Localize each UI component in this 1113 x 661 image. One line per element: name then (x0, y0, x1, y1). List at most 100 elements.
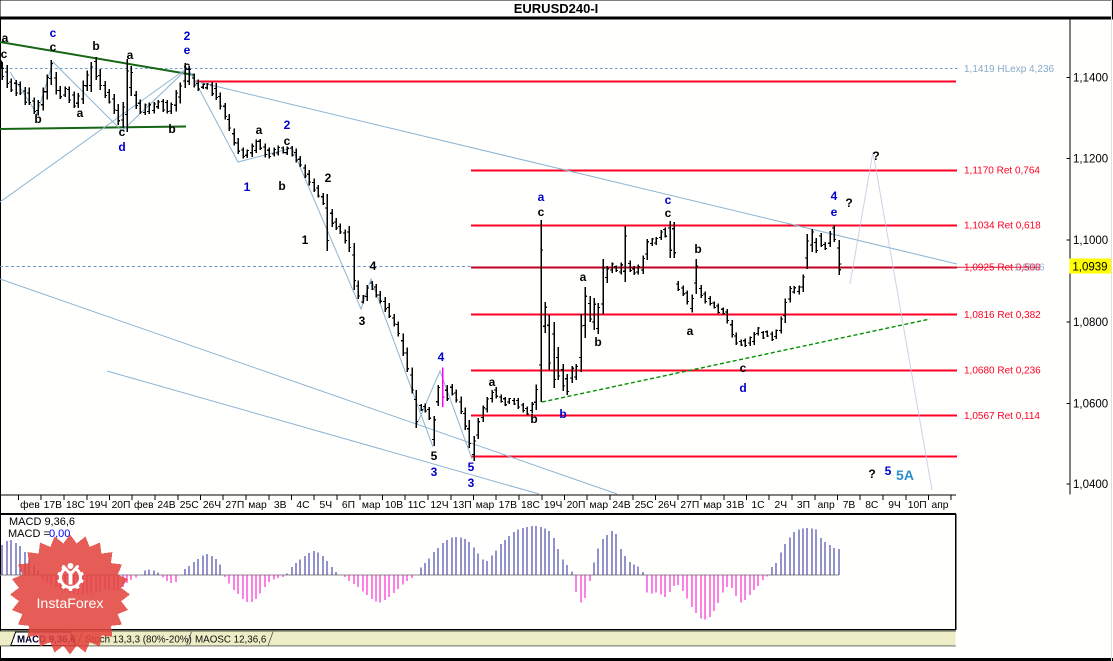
svg-text:1,0680 Ret 0,236: 1,0680 Ret 0,236 (964, 366, 1041, 377)
svg-text:1,0936: 1,0936 (1014, 263, 1045, 274)
svg-text:24В: 24В (612, 500, 630, 511)
svg-text:c: c (50, 40, 57, 54)
svg-text:5A: 5A (896, 467, 914, 483)
svg-text:мар: мар (476, 500, 495, 511)
svg-text:?: ? (872, 149, 879, 163)
svg-text:MACD =: MACD = (8, 528, 50, 540)
svg-text:1,1200: 1,1200 (1073, 154, 1108, 166)
svg-text:c: c (538, 205, 545, 219)
svg-text:a: a (127, 48, 134, 62)
svg-text:26Ч: 26Ч (658, 500, 676, 511)
svg-text:b: b (92, 39, 99, 53)
svg-text:9Ч: 9Ч (888, 500, 901, 511)
svg-text:1,0939: 1,0939 (1072, 262, 1107, 274)
svg-text:5Ч: 5Ч (320, 500, 333, 511)
svg-text:2Ч: 2Ч (775, 500, 788, 511)
svg-text:1,0600: 1,0600 (1073, 399, 1108, 411)
svg-text:InstaForex: InstaForex (36, 596, 103, 612)
svg-text:апр: апр (818, 500, 835, 511)
svg-text:12Ч: 12Ч (430, 500, 448, 511)
svg-text:1,1034 Ret 0,618: 1,1034 Ret 0,618 (964, 221, 1041, 232)
svg-text:1: 1 (0, 58, 5, 72)
svg-text:1С: 1С (751, 500, 765, 511)
svg-text:11С: 11С (408, 500, 427, 511)
svg-text:MACD 9,36,6: MACD 9,36,6 (9, 516, 75, 528)
svg-text:2: 2 (325, 171, 332, 185)
svg-text:b: b (530, 412, 537, 426)
svg-text:b: b (694, 242, 701, 256)
svg-text:4: 4 (370, 259, 377, 273)
svg-text:b: b (278, 179, 285, 193)
svg-text:b: b (559, 407, 566, 421)
svg-text:фев: фев (134, 499, 154, 511)
svg-text:27П: 27П (680, 500, 699, 511)
svg-text:2: 2 (184, 29, 191, 43)
svg-text:6П: 6П (342, 500, 355, 511)
svg-text:20П: 20П (567, 500, 586, 511)
svg-text:4С: 4С (296, 500, 310, 511)
svg-text:31В: 31В (726, 500, 744, 511)
svg-text:4: 4 (438, 350, 445, 364)
svg-text:c: c (740, 361, 747, 375)
svg-text:27П: 27П (225, 500, 244, 511)
svg-text:c: c (665, 206, 672, 220)
svg-text:19Ч: 19Ч (544, 500, 562, 511)
svg-text:3: 3 (468, 476, 475, 490)
svg-text:1,0925 Ret 0,500: 1,0925 Ret 0,500 (964, 263, 1041, 274)
svg-text:a: a (489, 375, 496, 389)
svg-text:24В: 24В (157, 500, 175, 511)
svg-text:c: c (184, 59, 191, 73)
svg-text:17В: 17В (44, 500, 62, 511)
svg-text:7В: 7В (843, 500, 856, 511)
svg-text:1,1000: 1,1000 (1073, 235, 1108, 247)
svg-text:18С: 18С (66, 500, 85, 511)
svg-text:мар: мар (248, 500, 267, 511)
svg-text:0,00: 0,00 (49, 528, 70, 540)
svg-text:a: a (538, 190, 545, 204)
svg-text:19Ч: 19Ч (89, 500, 107, 511)
svg-text:10П: 10П (908, 500, 927, 511)
svg-text:1,1419 HLexp 4,236: 1,1419 HLexp 4,236 (964, 64, 1055, 75)
svg-text:25С: 25С (180, 500, 199, 511)
svg-text:a: a (256, 123, 263, 137)
svg-text:1,0567 Ret 0,114: 1,0567 Ret 0,114 (964, 411, 1040, 422)
svg-text:8С: 8С (865, 500, 879, 511)
svg-text:3: 3 (359, 314, 366, 328)
svg-text:1,1170 Ret 0,764: 1,1170 Ret 0,764 (964, 166, 1040, 177)
svg-text:3В: 3В (274, 500, 287, 511)
svg-text:2: 2 (284, 118, 291, 132)
svg-text:мар: мар (590, 500, 609, 511)
svg-text:1,0400: 1,0400 (1073, 479, 1108, 491)
svg-text:?: ? (845, 196, 852, 210)
svg-text:?: ? (868, 467, 875, 481)
svg-text:1,0816 Ret 0,382: 1,0816 Ret 0,382 (964, 310, 1041, 321)
svg-text:1: 1 (244, 180, 251, 194)
svg-text:5: 5 (885, 464, 892, 478)
svg-text:c: c (665, 193, 672, 207)
svg-text:1: 1 (302, 233, 309, 247)
svg-text:d: d (118, 140, 125, 154)
svg-text:c: c (119, 125, 126, 139)
svg-text:мар: мар (703, 500, 722, 511)
svg-text:апр: апр (931, 500, 948, 511)
svg-text:мар: мар (362, 500, 381, 511)
svg-text:c: c (50, 26, 57, 40)
svg-text:c: c (1, 47, 8, 61)
svg-text:13П: 13П (453, 500, 472, 511)
svg-text:c: c (284, 134, 291, 148)
svg-text:18С: 18С (521, 500, 540, 511)
svg-text:10В: 10В (385, 500, 403, 511)
svg-text:EURUSD240-I: EURUSD240-I (514, 1, 599, 16)
svg-text:b: b (594, 335, 601, 349)
svg-text:26Ч: 26Ч (203, 500, 221, 511)
svg-text:b: b (168, 122, 175, 136)
svg-text:a: a (580, 270, 587, 284)
svg-text:a: a (2, 31, 9, 45)
svg-text:4: 4 (831, 189, 838, 203)
svg-text:a: a (77, 106, 84, 120)
svg-text:b: b (34, 112, 41, 126)
svg-text:1,0800: 1,0800 (1073, 317, 1108, 329)
svg-text:5: 5 (431, 449, 438, 463)
svg-text:25С: 25С (635, 500, 654, 511)
svg-text:MAOSC 12,36,6: MAOSC 12,36,6 (195, 635, 267, 646)
